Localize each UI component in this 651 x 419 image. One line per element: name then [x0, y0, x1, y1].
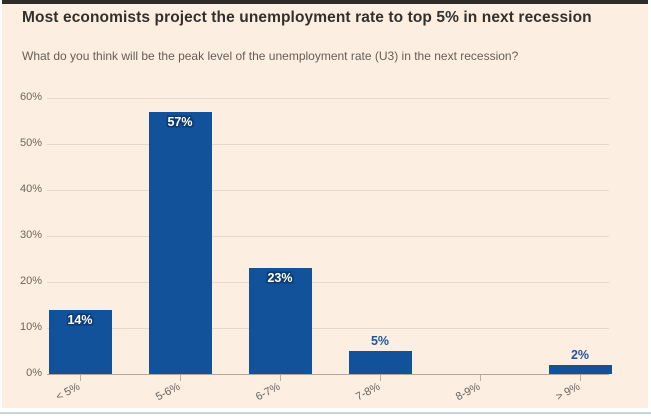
x-tick-label: < 5%: [53, 380, 83, 404]
y-tick-label: 10%: [19, 321, 42, 333]
bar: [148, 112, 212, 374]
gridline: [47, 282, 609, 283]
x-tick-mark: [380, 375, 381, 381]
bar-value-label: 57%: [167, 115, 193, 129]
x-tick-label: 8-9%: [453, 380, 483, 404]
gridline: [47, 98, 609, 99]
y-tick-label: 50%: [19, 137, 42, 149]
x-axis-baseline: [47, 374, 609, 375]
y-tick-label: 0%: [26, 367, 42, 379]
x-tick-mark: [180, 375, 181, 381]
bar: [348, 351, 412, 374]
bar: [48, 310, 112, 374]
bar: [548, 365, 612, 374]
bar-value-label: 14%: [67, 313, 93, 327]
bottom-divider: [0, 412, 651, 414]
bar: [248, 268, 312, 374]
gridline: [47, 190, 609, 191]
x-tick-label: > 9%: [553, 380, 583, 404]
gridline: [47, 144, 609, 145]
x-tick-mark: [480, 375, 481, 381]
y-tick-label: 40%: [19, 183, 42, 195]
x-tick-label: 7-8%: [353, 380, 383, 404]
x-tick-mark: [80, 375, 81, 381]
chart-subtitle: What do you think will be the peak level…: [22, 49, 519, 63]
x-tick-label: 5-6%: [153, 380, 183, 404]
gridline: [47, 328, 609, 329]
x-tick-mark: [280, 375, 281, 381]
bar-value-label: 2%: [570, 348, 590, 362]
x-tick-label: 6-7%: [253, 380, 283, 404]
y-tick-label: 30%: [19, 229, 42, 241]
y-tick-label: 60%: [19, 91, 42, 103]
gridline: [47, 236, 609, 237]
x-tick-mark: [580, 375, 581, 381]
y-tick-label: 20%: [19, 275, 42, 287]
bar-value-label: 23%: [267, 271, 293, 285]
bar-value-label: 5%: [370, 334, 390, 348]
chart-title: Most economists project the unemployment…: [22, 9, 592, 26]
card-top-rule: [2, 0, 648, 4]
